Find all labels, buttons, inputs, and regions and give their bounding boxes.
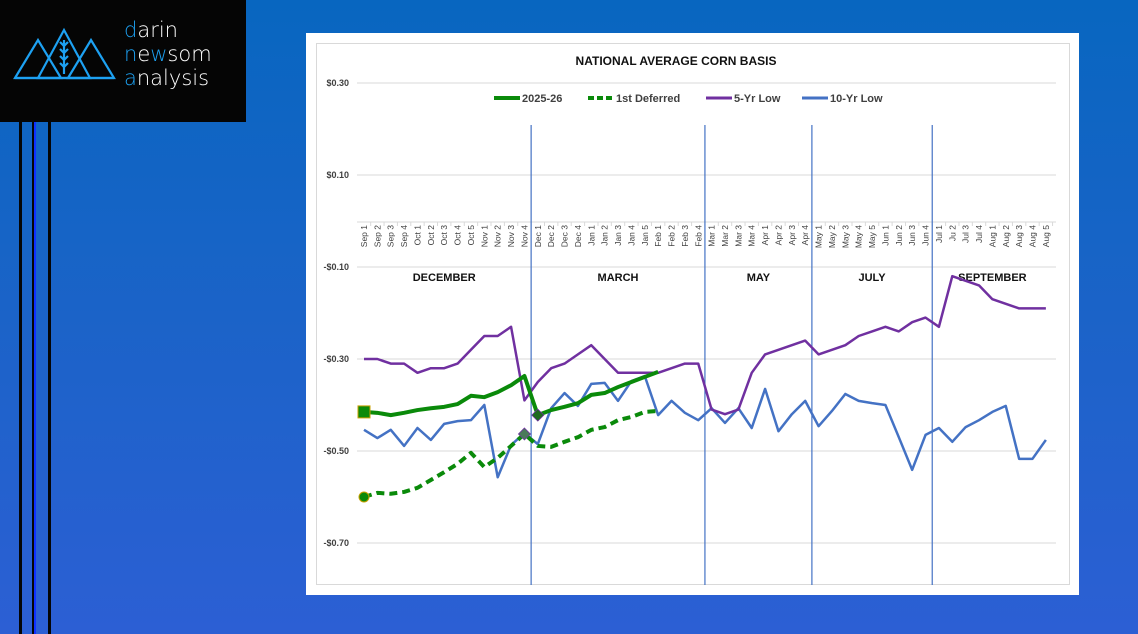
x-tick-label: Aug 4 [1028,225,1038,247]
series-line-10-yr-low [363,374,1047,479]
contract-label: MAY [747,272,771,284]
x-tick-label: Feb 1 [653,225,663,247]
legend-label: 10-Yr Low [830,93,883,105]
contract-label: DECEMBER [413,272,476,284]
x-tick-label: Aug 5 [1041,225,1051,247]
logo-letter: a [124,66,137,90]
x-tick-label: May 2 [827,225,837,248]
decorative-line-2 [32,110,34,634]
series-line-1st-deferred [363,408,659,499]
x-tick-label: Nov 3 [506,225,516,247]
decorative-line-3 [34,110,36,634]
x-tick-label: Jun 3 [907,225,917,246]
logo: darin newsom analysis [0,0,246,122]
x-tick-label: Ju 2 [947,225,957,241]
x-tick-label: Sep 3 [386,225,396,247]
series-start-marker [358,491,370,503]
logo-word: arin [137,18,178,42]
logo-text: darin newsom analysis [124,18,212,90]
x-tick-label: Nov 4 [519,225,529,247]
x-tick-label: Oct 4 [453,225,463,246]
x-tick-label: Oct 1 [412,225,422,246]
x-tick-label: Feb 3 [680,225,690,247]
x-tick-label: Jun 1 [880,225,890,246]
x-tick-label: Sep 2 [372,225,382,247]
x-tick-label: Sep 4 [399,225,409,247]
x-tick-label: Jan 1 [586,225,596,246]
x-tick-label: Dec 2 [546,225,556,247]
x-tick-label: Dec 1 [533,225,543,247]
legend-label: 1st Deferred [616,93,680,105]
x-tick-label: Mar 4 [747,225,757,247]
x-tick-label: Feb 2 [667,225,677,247]
logo-letter: n [124,42,138,66]
x-tick-label: Sep 1 [359,225,369,247]
series-start-marker [357,405,371,419]
chart-frame [316,43,1070,585]
x-tick-label: Mar 2 [720,225,730,247]
x-tick-label: Mar 3 [733,225,743,247]
y-tick-label: -$0.10 [323,262,349,272]
chart-card [306,33,1079,595]
x-tick-label: Jan 3 [613,225,623,246]
x-tick-label: May 4 [854,225,864,248]
mountain-wheat-logo-icon [13,27,116,80]
y-tick-label: $0.30 [326,78,349,88]
contract-roll-marker [517,427,532,441]
x-tick-label: Dec 3 [560,225,570,247]
y-tick-label: -$0.50 [323,446,349,456]
x-tick-label: Jul 4 [974,225,984,243]
series-line-5-yr-low [364,274,1046,416]
y-tick-label: -$0.70 [323,538,349,548]
x-tick-label: Jan 2 [600,225,610,246]
x-tick-label: Jul 3 [961,225,971,243]
legend: 2025-26 1st Deferred 5-Yr Low 10-Yr Low [494,93,883,105]
logo-word: som [167,42,212,66]
x-tick-label: Apr 3 [787,225,797,246]
logo-letter: w [150,42,168,66]
x-tick-label: Apr 4 [800,225,810,246]
x-tick-label: Oct 3 [439,225,449,246]
x-tick-label: Nov 2 [493,225,503,247]
x-tick-label: Feb 4 [693,225,703,247]
x-tick-label: Oct 5 [466,225,476,246]
x-tick-label: Apr 1 [760,225,770,246]
x-tick-label: Jun 2 [894,225,904,246]
logo-letter: d [124,18,138,42]
x-tick-label: May 1 [814,225,824,248]
decorative-line-1 [19,110,22,634]
x-tick-label: May 3 [840,225,850,248]
x-tick-label: Dec 4 [573,225,583,247]
decorative-line-4 [48,110,51,634]
x-tick-label: Jan 4 [626,225,636,246]
x-tick-label: Jan 5 [640,225,650,246]
contract-label: JULY [859,272,887,284]
legend-label: 5-Yr Low [734,93,781,105]
x-tick-label: Aug 2 [1001,225,1011,247]
contract-label: MARCH [598,272,639,284]
x-tick-label: Nov 1 [479,225,489,247]
x-tick-label: Mar 1 [707,225,717,247]
contract-label: SEPTEMBER [958,272,1027,284]
x-tick-label: Oct 2 [426,225,436,246]
x-tick-label: Aug 3 [1014,225,1024,247]
logo-letter: e [137,42,151,66]
x-tick-label: Jul 1 [934,225,944,243]
logo-word: nalysis [136,66,210,90]
x-tick-label: Aug 1 [987,225,997,247]
legend-label: 2025-26 [522,93,562,105]
y-tick-label: $0.10 [326,170,349,180]
y-tick-label: -$0.30 [323,354,349,364]
x-tick-label: Apr 2 [773,225,783,246]
chart-title: NATIONAL AVERAGE CORN BASIS [576,54,777,68]
x-tick-label: Jun 4 [921,225,931,246]
contract-roll-marker [531,408,545,422]
series-line-2025-26 [363,370,659,418]
x-tick-label: May 5 [867,225,877,248]
